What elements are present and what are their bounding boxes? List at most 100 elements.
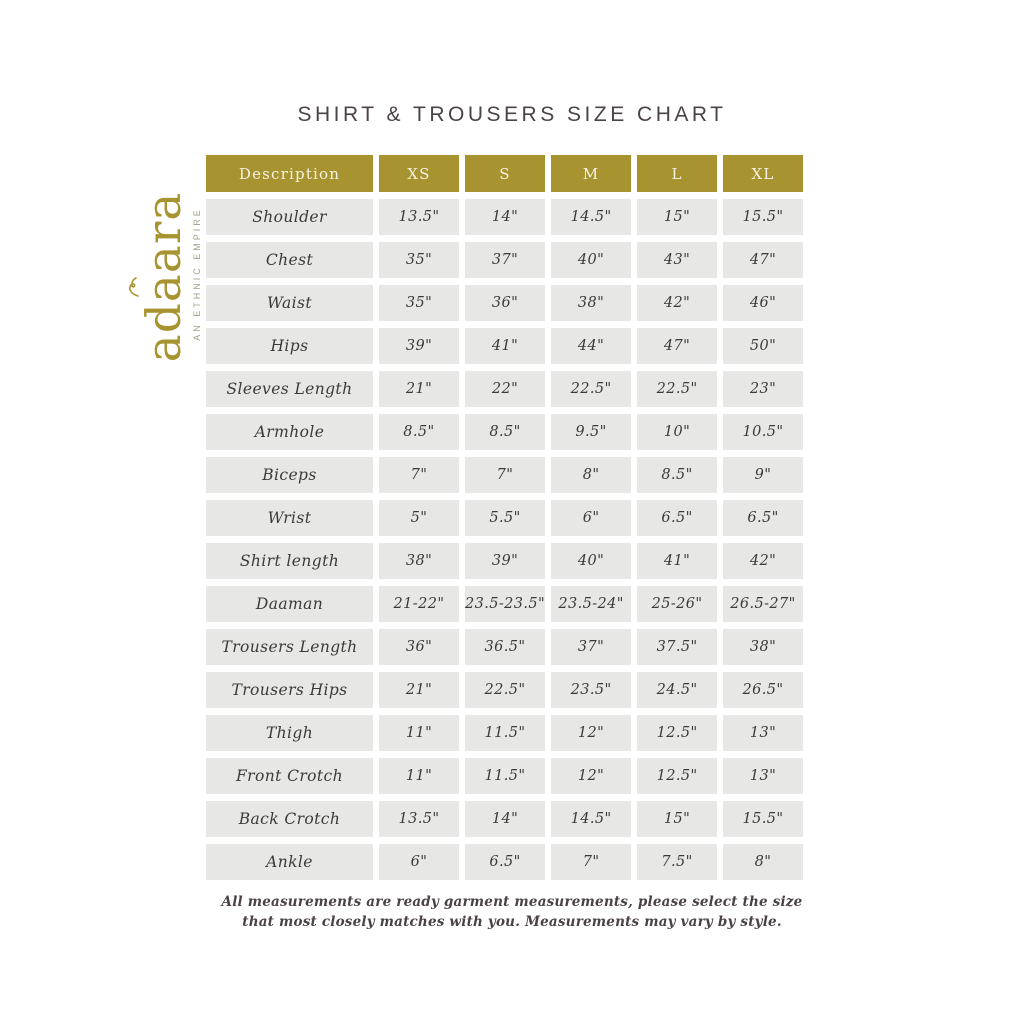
size-cell: 47": [637, 328, 718, 364]
row-label-ankle: Ankle: [206, 844, 373, 880]
size-cell: 14.5": [551, 801, 632, 837]
row-label-shoulder: Shoulder: [206, 199, 373, 235]
size-cell: 13.5": [379, 199, 459, 235]
size-cell: 9.5": [551, 414, 632, 450]
size-cell: 7": [379, 457, 459, 493]
size-cell: 6.5": [464, 844, 546, 880]
size-cell: 43": [637, 242, 718, 278]
size-cell: 10.5": [723, 414, 803, 450]
column-header-s: S: [464, 155, 546, 192]
page-title: SHIRT & TROUSERS SIZE CHART: [297, 103, 727, 126]
size-cell: 7.5": [637, 844, 718, 880]
size-cell: 42": [637, 285, 718, 321]
size-cell: 38": [551, 285, 632, 321]
size-cell: 39": [379, 328, 459, 364]
size-cell: 12": [551, 758, 632, 794]
size-cell: 12.5": [637, 758, 718, 794]
size-cell: 26.5": [723, 672, 803, 708]
size-cell: 13.5": [379, 801, 459, 837]
size-cell: 39": [464, 543, 546, 579]
size-cell: 36": [379, 629, 459, 665]
size-cell: 15.5": [723, 801, 803, 837]
size-cell: 21-22": [379, 586, 459, 622]
size-cell: 23.5-23.5": [464, 586, 546, 622]
column-header-xs: XS: [379, 155, 459, 192]
size-cell: 37": [464, 242, 546, 278]
brand-logo: adaara: [129, 182, 193, 372]
size-cell: 38": [379, 543, 459, 579]
size-cell: 13": [723, 758, 803, 794]
size-cell: 10": [637, 414, 718, 450]
size-cell: 15": [637, 199, 718, 235]
size-cell: 5.5": [464, 500, 546, 536]
row-label-wrist: Wrist: [206, 500, 373, 536]
size-cell: 26.5-27": [723, 586, 803, 622]
size-cell: 21": [379, 371, 459, 407]
size-cell: 22": [464, 371, 546, 407]
size-cell: 7": [464, 457, 546, 493]
size-cell: 8.5": [464, 414, 546, 450]
column-header-description: Description: [206, 155, 373, 192]
size-cell: 35": [379, 242, 459, 278]
row-label-thigh: Thigh: [206, 715, 373, 751]
size-cell: 8": [723, 844, 803, 880]
brand-tagline: AN ETHNIC EMPIRE: [192, 207, 202, 341]
column-header-m: M: [551, 155, 632, 192]
size-cell: 46": [723, 285, 803, 321]
row-label-chest: Chest: [206, 242, 373, 278]
size-cell: 40": [551, 543, 632, 579]
row-label-trousers-length: Trousers Length: [206, 629, 373, 665]
size-cell: 24.5": [637, 672, 718, 708]
size-cell: 8.5": [637, 457, 718, 493]
size-cell: 25-26": [637, 586, 718, 622]
size-cell: 42": [723, 543, 803, 579]
size-cell: 11.5": [464, 758, 546, 794]
size-cell: 35": [379, 285, 459, 321]
row-label-armhole: Armhole: [206, 414, 373, 450]
size-cell: 23.5": [551, 672, 632, 708]
size-cell: 11": [379, 715, 459, 751]
size-cell: 23": [723, 371, 803, 407]
size-cell: 11": [379, 758, 459, 794]
size-cell: 6.5": [637, 500, 718, 536]
column-header-l: L: [637, 155, 718, 192]
brand-name: adaara: [137, 191, 192, 363]
size-cell: 12.5": [637, 715, 718, 751]
row-label-shirt-length: Shirt length: [206, 543, 373, 579]
size-cell: 44": [551, 328, 632, 364]
row-label-waist: Waist: [206, 285, 373, 321]
size-cell: 8": [551, 457, 632, 493]
row-label-biceps: Biceps: [206, 457, 373, 493]
size-cell: 6": [551, 500, 632, 536]
size-cell: 15": [637, 801, 718, 837]
size-table: Description XS S M L XL Shoulder 13.5" 1…: [206, 155, 803, 880]
row-label-hips: Hips: [206, 328, 373, 364]
size-cell: 23.5-24": [551, 586, 632, 622]
column-header-xl: XL: [723, 155, 803, 192]
size-cell: 9": [723, 457, 803, 493]
size-cell: 6": [379, 844, 459, 880]
size-cell: 15.5": [723, 199, 803, 235]
size-cell: 13": [723, 715, 803, 751]
size-cell: 22.5": [637, 371, 718, 407]
size-cell: 11.5": [464, 715, 546, 751]
size-cell: 41": [464, 328, 546, 364]
row-label-sleeves-length: Sleeves Length: [206, 371, 373, 407]
size-cell: 37": [551, 629, 632, 665]
size-cell: 50": [723, 328, 803, 364]
size-cell: 5": [379, 500, 459, 536]
size-cell: 14.5": [551, 199, 632, 235]
size-cell: 36.5": [464, 629, 546, 665]
logo-flourish-icon: [129, 277, 139, 297]
size-cell: 22.5": [464, 672, 546, 708]
size-cell: 47": [723, 242, 803, 278]
row-label-trousers-hips: Trousers Hips: [206, 672, 373, 708]
size-cell: 21": [379, 672, 459, 708]
size-cell: 14": [464, 199, 546, 235]
size-cell: 38": [723, 629, 803, 665]
measurement-note: All measurements are ready garment measu…: [221, 894, 803, 930]
size-cell: 14": [464, 801, 546, 837]
size-cell: 40": [551, 242, 632, 278]
size-cell: 8.5": [379, 414, 459, 450]
